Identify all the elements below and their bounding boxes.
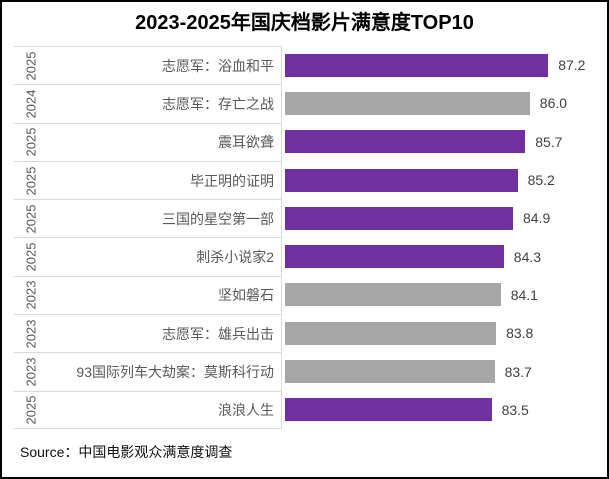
category-label-cell: 志愿军：雄兵出击 [48,315,281,352]
year-axis-label: 2025 [23,242,39,272]
bar-cell: 83.8 [282,314,601,352]
category-label: 震耳欲聋 [218,134,274,151]
chart-row: 2025 震耳欲聋 85.7 [14,122,601,161]
chart-title: 2023-2025年国庆档影片满意度TOP10 [135,12,474,34]
category-label-cell: 毕正明的证明 [48,162,281,199]
bar-cell: 84.1 [282,276,601,314]
year-axis-label: 2025 [23,166,39,195]
year-axis-cell: 2025 [14,200,48,237]
bar-cell: 87.2 [282,46,601,84]
source-note: Source：中国电影观众满意度调查 [20,443,233,460]
category-cell: 2023 志愿军：雄兵出击 [14,314,282,353]
category-cell: 2023 坚如磐石 [14,275,282,315]
year-axis-cell: 2025 [14,162,48,199]
year-axis-cell: 2023 [14,353,48,390]
bar [285,168,518,192]
year-axis-cell: 2025 [14,47,48,84]
chart-row: 2023 坚如磐石 84.1 [14,275,601,315]
year-axis-cell: 2023 [14,315,48,352]
year-axis-cell: 2024 [14,85,48,122]
category-label: 志愿军：浴血和平 [162,57,274,74]
chart-row: 2025 三国的星空第一部 84.9 [14,199,601,238]
year-axis-label: 2025 [23,51,39,81]
bar-cell: 86.0 [282,84,601,122]
value-label: 87.2 [558,57,586,74]
value-label: 83.7 [504,363,532,380]
bar [285,206,513,230]
category-cell: 2025 三国的星空第一部 [14,199,282,238]
bar-cell: 84.9 [282,199,601,237]
category-label-cell: 93国际列车大劫案：莫斯科行动 [48,353,281,390]
bar [285,130,526,154]
category-label: 刺杀小说家2 [196,249,274,266]
category-cell: 2025 毕正明的证明 [14,160,282,200]
category-label-cell: 志愿军：浴血和平 [48,47,281,84]
category-cell: 2023 93国际列车大劫案：莫斯科行动 [14,352,282,391]
year-axis-label: 2024 [23,89,39,119]
year-axis-cell: 2025 [14,392,48,428]
category-label: 93国际列车大劫案：莫斯科行动 [76,364,274,381]
category-label: 毕正明的证明 [190,172,274,189]
category-label: 志愿军：存亡之战 [162,95,274,112]
chart-row: 2025 浪浪人生 83.5 [14,390,601,429]
category-label: 三国的星空第一部 [162,210,274,227]
category-cell: 2024 志愿军：存亡之战 [14,84,282,123]
chart-row: 2024 志愿军：存亡之战 86.0 [14,84,601,123]
value-label: 86.0 [539,95,568,112]
value-label: 85.2 [527,172,555,189]
category-label-cell: 刺杀小说家2 [48,238,281,275]
bar [285,53,549,77]
category-label-cell: 浪浪人生 [48,392,281,428]
bar [285,398,492,422]
value-label: 83.5 [501,401,529,418]
year-axis-label: 2025 [23,395,39,425]
category-label-cell: 震耳欲聋 [48,124,281,161]
bar-cell: 84.3 [282,237,601,275]
category-cell: 2025 刺杀小说家2 [14,237,282,276]
category-label: 浪浪人生 [218,401,274,418]
bar [285,245,504,269]
bar [285,360,495,384]
year-axis-label: 2023 [23,280,39,310]
category-cell: 2025 志愿军：浴血和平 [14,46,282,85]
bar-cell: 83.7 [282,352,601,390]
value-label: 85.7 [535,133,563,150]
year-axis-label: 2023 [23,357,39,387]
category-label-cell: 志愿军：存亡之战 [48,85,281,122]
value-label: 84.1 [510,286,538,303]
value-label: 84.3 [513,248,542,265]
chart-row: 2025 毕正明的证明 85.2 [14,160,601,200]
value-label: 84.9 [523,210,551,227]
category-label-cell: 三国的星空第一部 [48,200,281,237]
bar-cell: 83.5 [282,391,601,429]
category-label: 志愿军：雄兵出击 [162,325,274,342]
year-axis-cell: 2023 [14,277,48,314]
year-axis-cell: 2025 [14,238,48,275]
year-axis-label: 2025 [23,127,39,157]
category-label-cell: 坚如磐石 [48,277,281,314]
bar [285,321,497,345]
chart-row: 2025 志愿军：浴血和平 87.2 [14,46,601,85]
chart-row: 2023 93国际列车大劫案：莫斯科行动 83.7 [14,352,601,391]
bar [285,91,530,115]
category-cell: 2025 浪浪人生 [14,390,282,429]
year-axis-label: 2025 [23,204,39,234]
bar-cell: 85.7 [282,123,601,161]
chart-row: 2023 志愿军：雄兵出击 83.8 [14,314,601,353]
category-label: 坚如磐石 [218,287,274,304]
chart-row: 2025 刺杀小说家2 84.3 [14,237,601,276]
year-axis-label: 2023 [23,319,39,349]
bar-cell: 85.2 [282,161,601,199]
bar [285,283,501,307]
category-cell: 2025 震耳欲聋 [14,122,282,161]
bar-chart: 2025 志愿军：浴血和平 87.2 2024 志愿军：存亡之战 86.0 2025 震耳欲聋… [14,46,601,429]
value-label: 83.8 [506,325,534,342]
year-axis-cell: 2025 [14,124,48,161]
